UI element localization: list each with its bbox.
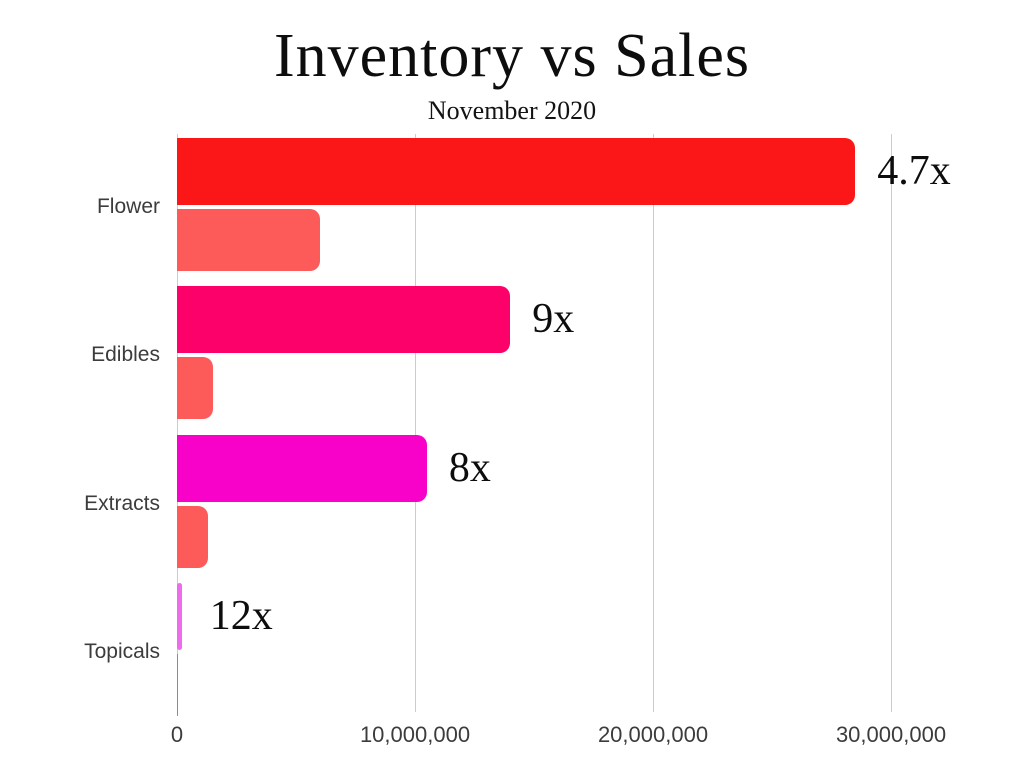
x-tick-label: 0 (170, 722, 184, 747)
sales-bar (177, 357, 213, 419)
chart-title: Inventory vs Sales (273, 22, 751, 90)
gridline (177, 134, 178, 712)
gridline (653, 134, 654, 712)
inventory-bar (177, 138, 856, 205)
category-label: Extracts (84, 492, 160, 515)
x-tick-label: 30,000,000 (835, 722, 947, 747)
sales-bar (177, 209, 320, 271)
ratio-label: 9x (532, 295, 575, 342)
category-label: Topicals (84, 640, 160, 663)
chart-subtitle: November 2020 (427, 96, 597, 125)
sales-bar (177, 506, 208, 568)
x-tick-label: 10,000,000 (359, 722, 471, 747)
inventory-bar (177, 286, 511, 353)
ratio-label: 8x (448, 444, 491, 491)
ratio-label: 4.7x (877, 147, 951, 194)
inventory-bar (177, 583, 182, 650)
gridline (415, 134, 416, 712)
inventory-bar (177, 435, 427, 502)
ratio-label: 12x (209, 592, 273, 639)
gridline (891, 134, 892, 712)
sales-bar (177, 654, 179, 716)
category-label: Flower (96, 195, 160, 218)
x-tick-label: 20,000,000 (597, 722, 709, 747)
category-label: Edibles (91, 343, 160, 366)
